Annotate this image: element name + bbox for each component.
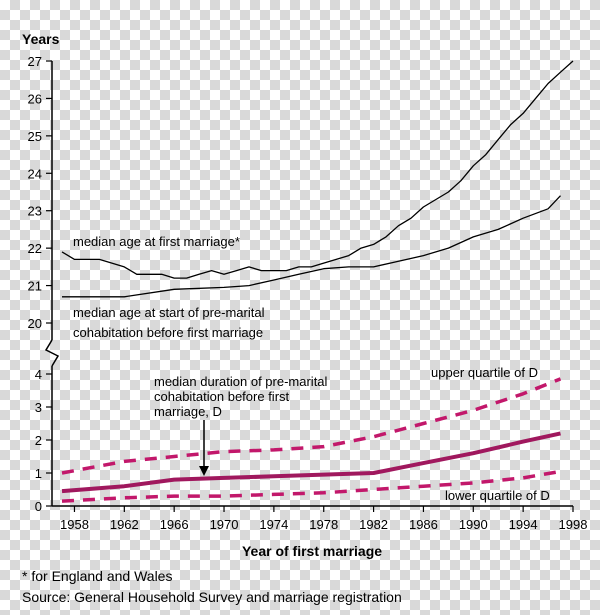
y-tick-label: 26 (28, 91, 42, 106)
x-tick-label: 1974 (259, 517, 288, 532)
label-upper-quartile: upper quartile of D (431, 365, 538, 380)
series-line-lower-quartile (61, 469, 561, 503)
y-axis-title: Years (22, 31, 60, 47)
series-line-median-age-marriage (61, 60, 574, 279)
x-axis-title: Year of first marriage (242, 543, 382, 559)
y-tick-label: 22 (28, 241, 42, 256)
x-tick-label: 1966 (160, 517, 189, 532)
x-tick-label: 1962 (110, 517, 139, 532)
y-tick-label: 0 (35, 499, 42, 514)
series (61, 60, 574, 503)
y-tick-label: 4 (35, 367, 42, 382)
y-tick-label: 2 (35, 433, 42, 448)
axes (44, 61, 573, 507)
label-duration-line2: cohabitation before first (154, 389, 290, 404)
x-tick-label: 1982 (359, 517, 388, 532)
x-tick-label: 1970 (210, 517, 239, 532)
x-tick-label: 1978 (309, 517, 338, 532)
series-line-median-duration (61, 431, 561, 494)
y-tick-label: 3 (35, 400, 42, 415)
y-tick-label: 20 (28, 316, 42, 331)
label-duration-line1: median duration of pre-marital (154, 374, 328, 389)
label-cohabitation-line1: median age at start of pre-marital (73, 305, 265, 320)
x-tick-label: 1958 (60, 517, 89, 532)
x-tick-label: 1994 (509, 517, 538, 532)
x-tick-label: 1986 (409, 517, 438, 532)
y-tick-label: 24 (28, 166, 42, 181)
footnote-source: Source: General Household Survey and mar… (22, 589, 402, 605)
y-tick-label: 23 (28, 204, 42, 219)
y-tick-label: 1 (35, 466, 42, 481)
x-tick-label: 1998 (559, 517, 588, 532)
duration-pointer-arrowhead (199, 466, 209, 476)
axis-break-mark (44, 339, 60, 367)
x-tick-label: 1990 (459, 517, 488, 532)
series-line-upper-quartile (61, 377, 562, 475)
series-line-median-age-cohabitation (62, 195, 561, 298)
label-cohabitation-line2: cohabitation before first marriage (73, 325, 263, 340)
footnote-england-wales: * for England and Wales (22, 568, 172, 584)
y-tick-label: 25 (28, 129, 42, 144)
y-tick-label: 21 (28, 279, 42, 294)
label-lower-quartile: lower quartile of D (445, 488, 550, 503)
label-median-age-marriage: median age at first marriage* (73, 234, 240, 249)
y-tick-label: 27 (28, 54, 42, 69)
label-duration-line3: marriage, D (154, 404, 222, 419)
